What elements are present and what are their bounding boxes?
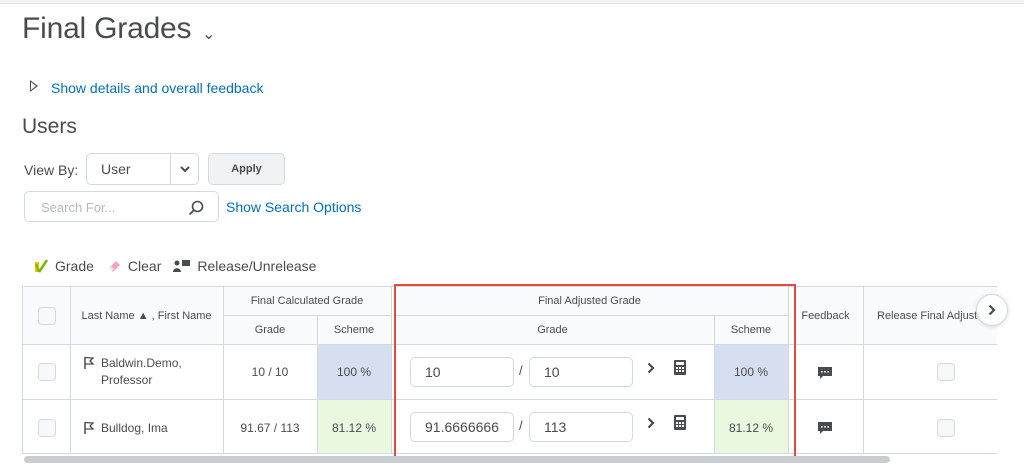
section-title: Users: [22, 115, 77, 138]
final-calculated-header: Final Calculated Grade: [250, 295, 364, 307]
calc-scheme-bg: [317, 345, 391, 400]
chevron-down-icon: [170, 154, 198, 184]
adj-scheme: 100 %: [733, 365, 769, 379]
divider: [394, 315, 788, 316]
release-checkbox[interactable]: [937, 363, 955, 381]
release-button[interactable]: Release/Unrelease: [173, 258, 316, 274]
divider: [224, 315, 391, 316]
row-checkbox[interactable]: [37, 363, 56, 381]
horizontal-scrollbar[interactable]: [24, 456, 890, 463]
divider: [788, 287, 789, 453]
clear-button[interactable]: Clear: [106, 258, 161, 274]
grades-table: Last Name ▲ , First Name Final Calculate…: [22, 286, 997, 454]
select-all-checkbox[interactable]: [37, 306, 56, 325]
release-header: Release Final Adjuste: [877, 309, 984, 322]
chevron-right-icon[interactable]: [647, 416, 655, 432]
release-label: Release/Unrelease: [197, 258, 317, 274]
grade-icon: [35, 259, 49, 273]
calc-grade: 10 / 10: [251, 365, 289, 379]
row-select-cell: [23, 400, 70, 453]
final-adjusted-header: Final Adjusted Grade: [538, 295, 641, 307]
calc-grade-header: Grade: [254, 323, 286, 336]
divider: [23, 344, 997, 345]
flag-icon[interactable]: [83, 356, 95, 370]
name-header[interactable]: Last Name ▲ , First Name: [81, 309, 212, 322]
calculator-icon[interactable]: [674, 415, 686, 435]
row-select-cell: [23, 345, 70, 399]
adj-denominator-input[interactable]: [529, 412, 633, 442]
adj-denominator-input[interactable]: [529, 357, 633, 387]
chevron-down-icon[interactable]: ⌄: [202, 26, 216, 43]
adj-scheme-bg: [714, 345, 788, 400]
search-box: [24, 191, 219, 222]
table-header: [23, 287, 997, 345]
apply-button[interactable]: Apply: [208, 153, 285, 185]
scroll-right-button[interactable]: [976, 294, 1008, 326]
page-title: Final Grades: [22, 12, 192, 45]
divider: [317, 315, 318, 453]
adj-scheme-header: Scheme: [730, 323, 772, 336]
calc-scheme-header: Scheme: [333, 323, 375, 336]
clear-label: Clear: [127, 258, 162, 274]
calc-scheme: 100 %: [336, 365, 372, 379]
calculator-icon[interactable]: [674, 360, 686, 380]
view-by-selected: User: [101, 161, 131, 177]
student-name[interactable]: Baldwin.Demo, Professor: [101, 356, 182, 387]
adj-scheme: 81.12 %: [728, 420, 774, 435]
eraser-icon: [108, 261, 120, 272]
triangle-right-icon[interactable]: [30, 80, 42, 92]
calc-scheme-bg: [317, 400, 391, 453]
student-name-cell: Bulldog, Ima: [83, 400, 223, 453]
chevron-right-icon[interactable]: [647, 361, 655, 377]
divider: [223, 287, 224, 453]
adj-numerator-input[interactable]: [410, 357, 514, 387]
student-name-cell: Baldwin.Demo, Professor: [83, 345, 223, 399]
view-by-label: View By:: [24, 162, 79, 178]
show-search-options-link[interactable]: Show Search Options: [226, 199, 362, 215]
feedback-icon[interactable]: [817, 421, 833, 440]
toolbar: Grade Clear Release/Unrelease: [33, 258, 328, 274]
slash: /: [519, 363, 523, 378]
top-bar: [0, 0, 1024, 4]
release-checkbox[interactable]: [937, 418, 955, 437]
chevron-right-icon: [988, 304, 996, 316]
search-input[interactable]: [39, 199, 189, 216]
release-cell: [863, 345, 997, 399]
flag-icon[interactable]: [83, 421, 95, 435]
view-by-select[interactable]: User: [86, 153, 199, 185]
search-icon[interactable]: [188, 200, 204, 221]
adj-numerator-input[interactable]: [410, 412, 514, 442]
adj-scheme-bg: [714, 400, 788, 453]
release-icon: [173, 260, 191, 272]
row-checkbox[interactable]: [37, 418, 56, 437]
student-name[interactable]: Bulldog, Ima: [101, 420, 168, 435]
select-all-cell: [23, 287, 70, 344]
grade-button[interactable]: Grade: [33, 258, 94, 274]
divider: [23, 399, 997, 400]
calc-scheme: 81.12 %: [331, 420, 377, 435]
feedback-icon[interactable]: [817, 366, 833, 385]
feedback-header: Feedback: [801, 309, 850, 322]
release-cell: [863, 400, 997, 453]
divider: [714, 315, 715, 453]
calc-grade: 91.67 / 113: [240, 420, 300, 435]
divider: [391, 287, 392, 453]
divider: [70, 287, 71, 453]
adj-grade-header: Grade: [537, 323, 568, 336]
slash: /: [519, 418, 523, 433]
show-details-link[interactable]: Show details and overall feedback: [51, 80, 264, 96]
divider: [863, 287, 864, 453]
grade-label: Grade: [55, 258, 94, 274]
